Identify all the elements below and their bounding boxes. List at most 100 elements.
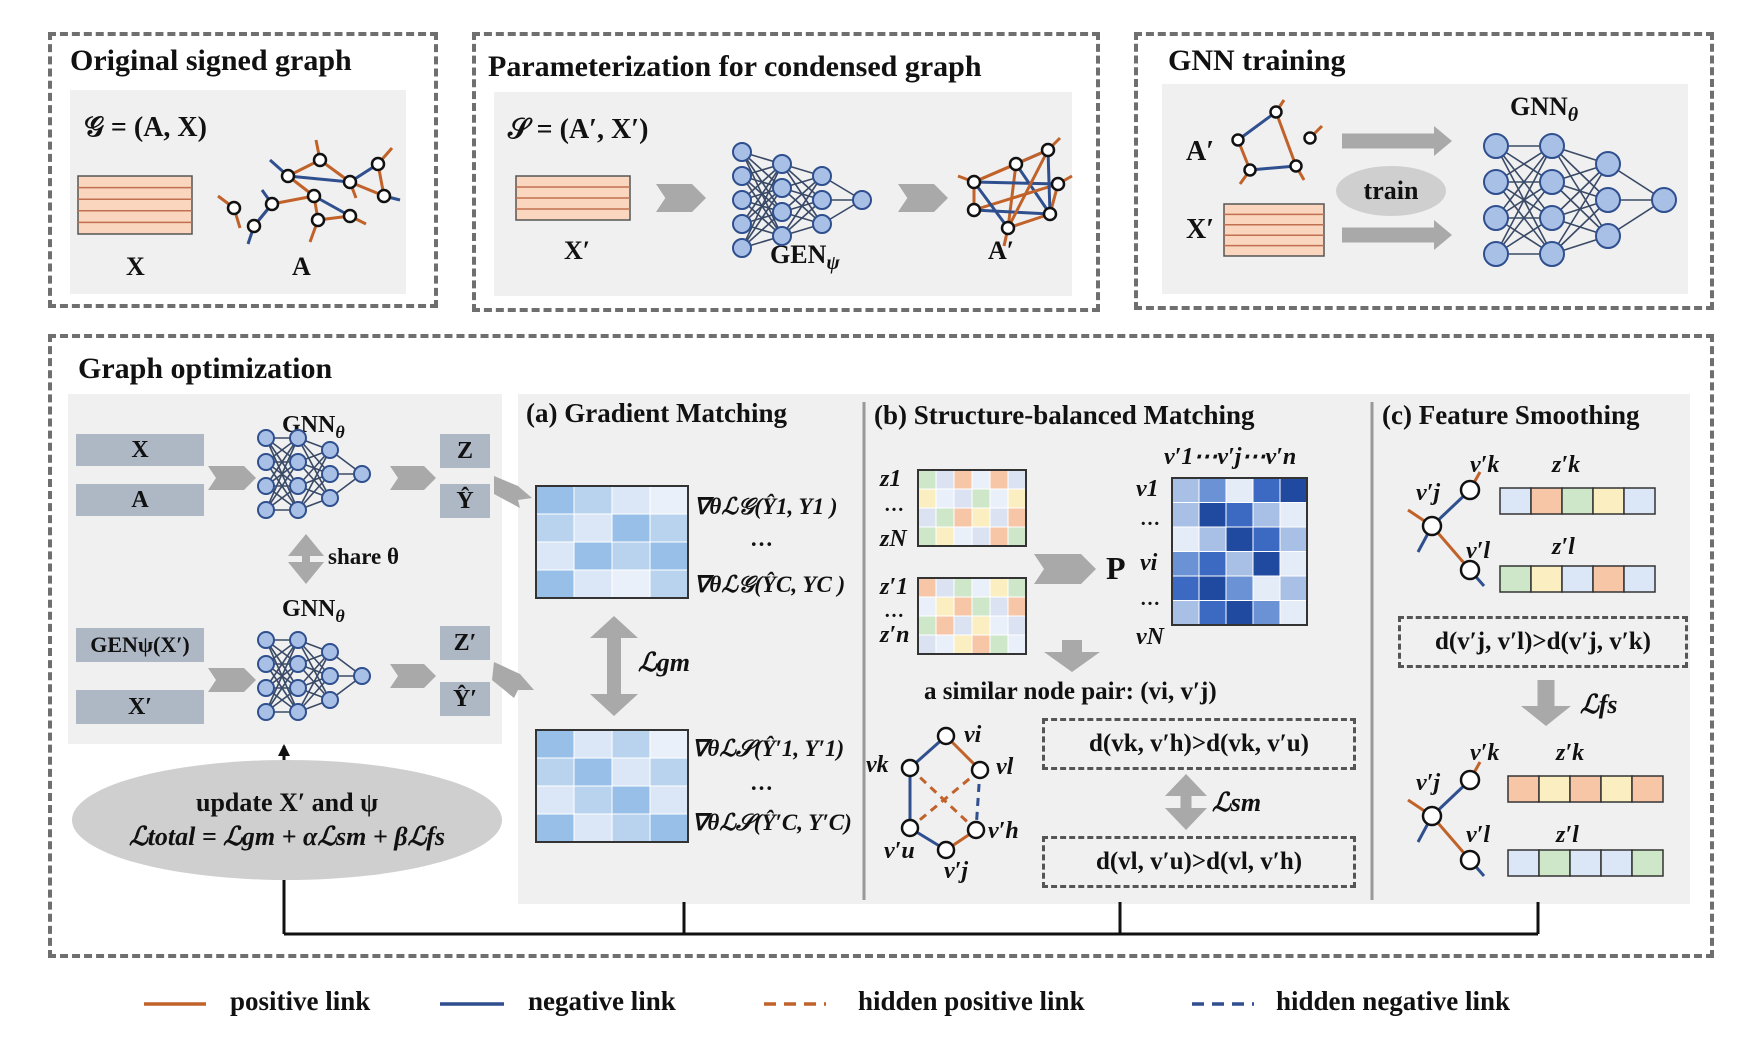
smoothing-title: (c) Feature Smoothing	[1382, 400, 1640, 430]
down-arrow-pair	[1044, 640, 1100, 672]
p-matrix-cell	[1252, 575, 1281, 601]
grad-top-1: ∇θℒ𝒢(Ŷ1, Y1 )	[694, 494, 838, 519]
opt-gnn-top-neuron	[289, 429, 307, 447]
zl-strip-top-cell	[1530, 565, 1563, 593]
opt-output-yhat: Ŷ	[440, 484, 490, 518]
p-matrix-cell	[1171, 551, 1200, 577]
p-matrix-cell	[1225, 477, 1254, 503]
original-feature-matrix	[77, 175, 193, 235]
z-matrix-top-cell	[989, 526, 1009, 547]
generator-net-edge	[741, 187, 783, 249]
grad-heat-top-cell	[611, 541, 651, 571]
zk-strip-top-cell	[1561, 487, 1594, 515]
p-matrix-cell	[1225, 575, 1254, 601]
training-gnn-net-neuron	[1539, 133, 1565, 159]
grad-heat-top-cell	[573, 513, 613, 543]
original-graph-node	[376, 188, 392, 204]
training-gnn-label: GNNθ	[1510, 92, 1578, 127]
fs-bot-node	[1459, 769, 1481, 791]
grad-heat-top-cell	[611, 513, 651, 543]
p-matrix-cell	[1225, 526, 1254, 552]
opt-gnn-bot-text: GNN	[282, 596, 336, 622]
opt-gnn-top-neuron	[257, 429, 275, 447]
p-row-1: v1	[1136, 476, 1159, 502]
param-x-label: X′	[564, 236, 591, 265]
original-graph-title: Original signed graph	[70, 44, 352, 77]
training-frame	[1134, 32, 1714, 310]
grad-heat-bot-cell	[649, 785, 689, 815]
fs-zk-bot: z′k	[1556, 740, 1585, 766]
z-matrix-bot-border	[917, 577, 1027, 655]
z-matrix-bot-cell	[953, 596, 973, 617]
opt-input-x: X	[76, 434, 204, 466]
grad-heat-bot-cell	[573, 813, 613, 843]
z-matrix-top-cell	[989, 507, 1009, 528]
opt-gnn-top-neuron	[321, 441, 339, 459]
fs-vj-bot: v′j	[1416, 770, 1441, 796]
training-gnn-net-neuron	[1595, 151, 1621, 177]
p-matrix-cell	[1225, 551, 1254, 577]
optimization-frame	[48, 334, 1714, 958]
grad-bot-dots: …	[750, 770, 773, 795]
training-gnn-net-neuron	[1595, 187, 1621, 213]
negative-link	[972, 181, 1010, 229]
opt-gnn-bot-sub: θ	[335, 605, 345, 626]
negative-link	[1237, 110, 1277, 142]
z-top-dots: …	[884, 494, 904, 516]
opt-gnn-bot-neuron	[257, 631, 275, 649]
z-matrix-bot-cell	[917, 634, 937, 655]
p-cols-label: v′1⋯v′j⋯v′n	[1164, 444, 1297, 470]
opt-gnn-top-neuron	[289, 501, 307, 519]
training-gnn-net-edge	[1495, 145, 1553, 255]
update-line2: ℒtotal = ℒgm + αℒsm + βℒfs	[128, 822, 446, 851]
gm-arrow	[590, 616, 638, 716]
opt-gnn-bot-neuron	[257, 703, 275, 721]
generator-net-edge	[741, 163, 783, 249]
z-matrix-bot-cell	[935, 634, 955, 655]
fs-bot-node	[1421, 805, 1443, 827]
p-label: P	[1106, 550, 1126, 586]
grad-heat-bot-cell	[535, 757, 575, 787]
p-matrix-cell	[1198, 575, 1227, 601]
fs-top-node	[1421, 515, 1443, 537]
z-bot-dots: …	[884, 600, 904, 622]
share-theta-label: share θ	[328, 544, 399, 569]
original-graph-frame	[48, 32, 438, 308]
param-arrow-2	[898, 184, 948, 212]
share-arrow	[288, 534, 324, 584]
fs-down-arrow	[1521, 680, 1571, 726]
generator-net-edge	[781, 175, 823, 237]
training-gnn-net-edge	[1495, 181, 1553, 255]
training-gnn-net-neuron	[1539, 169, 1565, 195]
z-matrix-top-cell	[1007, 469, 1027, 490]
negative-link	[1249, 164, 1297, 172]
pair-label: a similar node pair: (vi, v′j)	[924, 678, 1217, 705]
opt-gnn-top-neuron	[257, 501, 275, 519]
fs-ineq-box: d(v′j, v′l)>d(v′j, v′k)	[1398, 616, 1688, 668]
p-row-i: vi	[1140, 550, 1158, 576]
opt-gnn-top-neuron	[257, 477, 275, 495]
original-graph-node	[226, 200, 242, 216]
opt-to-grad-arrow-bot	[492, 662, 534, 698]
z-matrix-bot-cell	[989, 577, 1009, 598]
opt-gnn-top-neuron	[257, 453, 275, 471]
training-gnn-net-neuron	[1483, 133, 1509, 159]
node-vi: vi	[964, 722, 982, 748]
z-matrix-top-cell	[953, 507, 973, 528]
z-matrix-top-cell	[935, 488, 955, 509]
fs-vk-bot: v′k	[1470, 740, 1500, 766]
training-gnn-net-neuron	[1539, 241, 1565, 267]
generator-net-neuron	[812, 214, 832, 234]
fs-top-node	[1459, 479, 1481, 501]
positive-link	[1274, 111, 1298, 167]
p-matrix-cell	[1225, 600, 1254, 626]
train-arrow-top	[1342, 126, 1452, 156]
grad-heat-top-border	[535, 485, 689, 599]
training-gnn-net-neuron	[1483, 205, 1509, 231]
z-matrix-bot-cell	[917, 577, 937, 598]
z-matrix-bot-cell	[971, 634, 991, 655]
positive-link	[1006, 149, 1050, 229]
opt-gnn-bot-neuron	[289, 679, 307, 697]
opt-gnn-bot-label: GNNθ	[282, 596, 345, 627]
